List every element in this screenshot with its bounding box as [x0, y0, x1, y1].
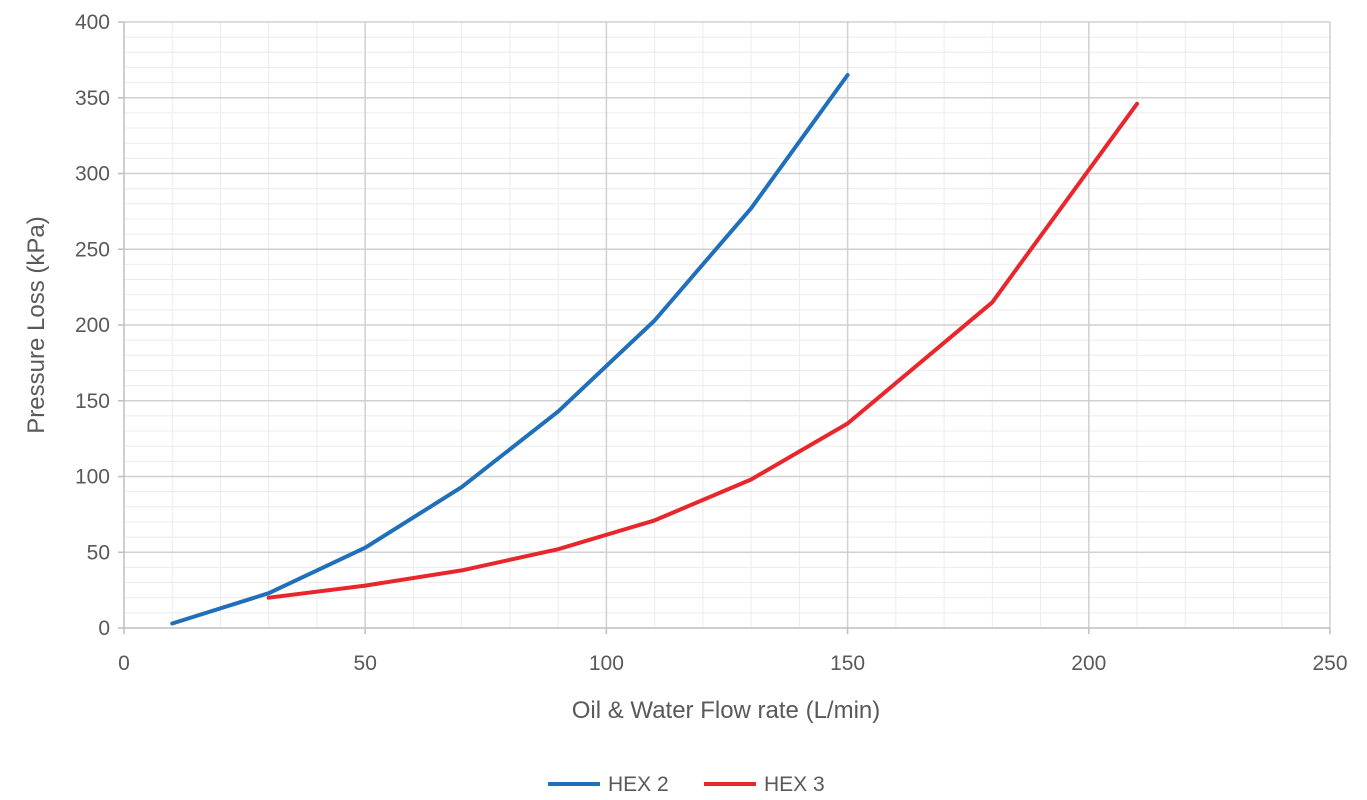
- x-tick-label: 250: [1312, 652, 1347, 675]
- x-tick-label: 200: [1071, 652, 1106, 675]
- series-lines: [170, 73, 1139, 626]
- y-tick-label: 150: [75, 390, 110, 413]
- y-tick-label: 100: [75, 466, 110, 489]
- y-tick-label: 0: [98, 617, 110, 640]
- y-tick-label: 250: [75, 238, 110, 261]
- legend-label-2: HEX 3: [764, 773, 825, 796]
- y-axis-tick-labels: 0 50 100 150 200 250 300 350 400: [75, 11, 110, 640]
- series-line-1: [170, 73, 850, 626]
- y-axis-title: Pressure Loss (kPa): [23, 216, 50, 433]
- legend-label-1: HEX 2: [608, 773, 669, 796]
- x-tick-label: 50: [354, 652, 377, 675]
- legend: HEX 2 HEX 3: [548, 773, 825, 796]
- y-tick-label: 350: [75, 87, 110, 110]
- series-line-2: [266, 101, 1139, 600]
- y-tick-label: 400: [75, 11, 110, 34]
- major-gridlines: [124, 21, 1331, 628]
- y-tick-label: 200: [75, 314, 110, 337]
- x-axis-tick-labels: 0 50 100 150 200 250: [118, 652, 1347, 675]
- x-tick-label: 100: [589, 652, 624, 675]
- x-axis-title: Oil & Water Flow rate (L/min): [572, 697, 881, 724]
- y-tick-label: 300: [75, 163, 110, 186]
- x-tick-label: 0: [118, 652, 130, 675]
- y-tick-label: 50: [87, 541, 110, 564]
- x-tick-label: 150: [830, 652, 865, 675]
- axis-lines: [118, 21, 1331, 634]
